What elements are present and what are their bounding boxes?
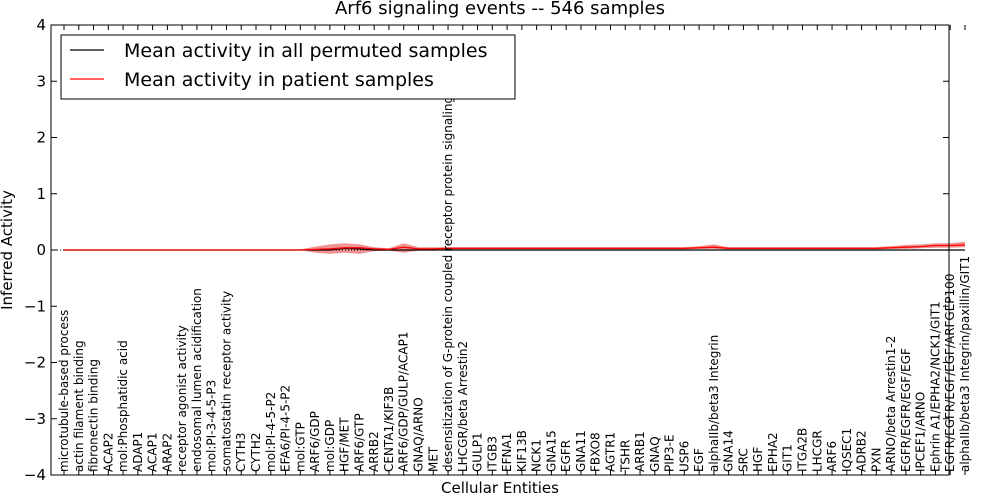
x-category-label: ARNO/beta Arrestin1-2: [884, 336, 898, 472]
x-category-label: mol:Phosphatidic acid: [116, 340, 130, 472]
x-axis: microtubule-based process actin filament …: [57, 25, 972, 475]
x-category-label: LHCGR/beta Arrestin2: [456, 341, 470, 472]
x-category-label: ARRB2: [367, 431, 381, 472]
x-category-label: PIP3-E: [663, 434, 677, 472]
y-tick-label: −2: [24, 354, 46, 372]
x-category-label: TSHR: [618, 440, 632, 473]
x-category-label: MET: [426, 446, 440, 472]
y-axis: −4 −3 −2 −1 0 1 2 3 4: [24, 16, 949, 484]
x-category-label: ADAP1: [131, 432, 145, 472]
x-category-label: receptor agonist activity: [175, 325, 189, 472]
x-category-label: EGFR: [559, 440, 573, 472]
y-tick-label: 3: [36, 72, 46, 90]
x-category-label: mol:PI-3-4-5-P3: [205, 380, 219, 472]
x-category-label: ACAP1: [146, 433, 160, 472]
x-category-label: GNAQ: [648, 436, 662, 472]
y-tick-label: −1: [24, 297, 46, 315]
x-category-label: ARF6/GTP: [352, 413, 366, 472]
x-category-label: PXN: [869, 448, 883, 472]
x-category-label: actin filament binding: [72, 340, 86, 472]
x-category-label: Ephrin A1/EPHA2/NCK1/GIT1: [928, 301, 942, 472]
x-category-label: EFNA1: [500, 433, 514, 472]
y-tick-label: −4: [24, 466, 46, 484]
legend: Mean activity in all permuted samples Me…: [60, 34, 516, 100]
x-category-label: fibronectin binding: [87, 359, 101, 472]
x-category-label: FBXO8: [589, 432, 603, 472]
x-category-label: ACAP2: [101, 433, 115, 472]
x-category-label: microtubule-based process: [57, 310, 71, 472]
x-category-label: mol:GDP: [323, 420, 337, 472]
legend-label-permuted: Mean activity in all permuted samples: [124, 40, 487, 62]
x-category-label: GIT1: [781, 444, 795, 472]
x-category-label: EGF: [692, 448, 706, 472]
x-category-label: CENTA1/KIF3B: [382, 387, 396, 472]
x-category-label: GNAQ/ARNO: [412, 397, 426, 472]
legend-label-patient: Mean activity in patient samples: [124, 69, 434, 91]
x-category-label: ARF6: [825, 441, 839, 472]
x-category-label: EFA6/PI-4-5-P2: [279, 385, 293, 472]
x-category-label: HGF: [751, 447, 765, 472]
x-axis-label: Cellular Entities: [441, 479, 559, 497]
y-tick-label: −3: [24, 410, 46, 428]
x-category-label: GNA11: [574, 430, 588, 472]
x-category-label: ARAP2: [160, 433, 174, 472]
x-category-label: mol:GTP: [293, 422, 307, 472]
x-category-label: KIF13B: [515, 430, 529, 472]
chart-title: Arf6 signaling events -- 546 samples: [335, 0, 665, 19]
legend-box: [60, 34, 516, 100]
x-category-label: desensitization of G-protein coupled rec…: [441, 41, 455, 472]
y-tick-label: 0: [36, 241, 46, 259]
x-category-label: CYTH2: [249, 433, 263, 473]
x-category-label: GNA14: [722, 430, 736, 472]
x-category-label: IQSEC1: [840, 428, 854, 472]
x-category-label: alphaIIb/beta3 Integrin: [707, 335, 721, 472]
x-category-label: ARF6/GDP/GULP/ACAP1: [397, 332, 411, 472]
x-category-label: mol:PI-4-5-P2: [264, 392, 278, 472]
x-category-label: EGFR/EGFR/EGF/EGF: [899, 348, 913, 472]
x-category-label: ITGB3: [485, 436, 499, 472]
y-tick-label: 2: [36, 129, 46, 147]
y-tick-label: 1: [36, 185, 46, 203]
y-tick-label: 4: [36, 16, 46, 34]
x-category-label: EPHA2: [766, 432, 780, 472]
x-category-label: ARF6/GDP: [308, 411, 322, 472]
x-category-label: HGF/MET: [338, 417, 352, 472]
x-category-label: LHCGR: [810, 430, 824, 472]
x-category-label: ADRB2: [855, 430, 869, 472]
x-category-label: ITGA2B: [796, 428, 810, 472]
x-category-label: alphaIIb/beta3 Integrin/paxillin/GIT1: [958, 256, 972, 472]
y-axis-label: Inferred Activity: [0, 190, 16, 310]
x-category-label: endosomal lumen acidification: [190, 288, 204, 472]
plot-layer: [51, 241, 966, 254]
x-category-label: AGTR1: [604, 432, 618, 472]
x-category-label: GNA15: [544, 430, 558, 472]
x-category-label: EGFR/EGFR/EGF/EGF/ARFGEP100: [943, 274, 957, 472]
x-category-label: ARRB1: [633, 431, 647, 472]
x-category-label: somatostatin receptor activity: [220, 291, 234, 472]
x-category-label: NCK1: [530, 439, 544, 472]
x-category-label: GULP1: [471, 432, 485, 472]
x-category-label: USP6: [677, 441, 691, 472]
x-category-label: CYTH3: [234, 433, 248, 473]
x-category-label: IPCEF1/ARNO: [914, 392, 928, 472]
series-line-patient: [64, 244, 966, 251]
x-category-label: SRC: [736, 448, 750, 472]
